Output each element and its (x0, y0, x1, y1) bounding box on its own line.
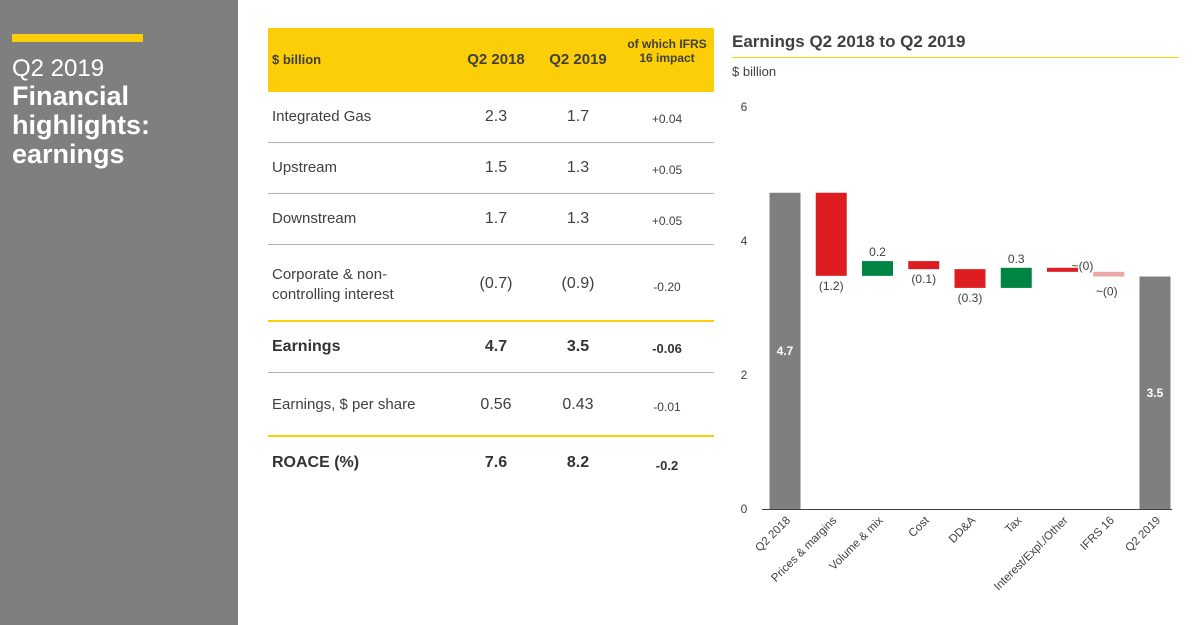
row-label: ROACE (%) (272, 454, 360, 471)
cell-q2-2019: 1.3 (566, 210, 590, 227)
x-tick-label: Q2 2019 (1123, 515, 1163, 555)
bar (1047, 267, 1078, 272)
x-tick-label: Tax (1003, 514, 1024, 535)
data-label: 0.2 (869, 245, 886, 259)
cell-ifrs16: +0.04 (651, 112, 683, 126)
cell-q2-2018: 4.7 (484, 338, 508, 355)
table-row: Earnings, $ per share 0.56 0.43 -0.01 (268, 373, 714, 437)
x-tick-label: DD&A (947, 514, 978, 545)
row-label: Integrated Gas (272, 108, 372, 125)
table-row: Earnings 4.7 3.5 -0.06 (268, 322, 714, 373)
data-label: (0.3) (958, 291, 983, 305)
cell-ifrs16: +0.05 (651, 163, 683, 177)
header-q2-2019: Q2 2019 (549, 51, 607, 68)
header-ifrs16: of which IFRS 16 impact (627, 37, 707, 65)
data-label: 4.7 (777, 344, 794, 358)
cell-q2-2018: 7.6 (484, 454, 508, 471)
row-label: Upstream (272, 159, 338, 176)
sidebar: Q2 2019 Financial highlights: earnings (0, 0, 238, 625)
row-label: Corporate & non-controlling interest (272, 266, 394, 303)
cell-q2-2018: 1.7 (484, 210, 508, 227)
x-tick-label: Cost (907, 514, 933, 540)
cell-q2-2019: 3.5 (566, 338, 590, 355)
header-unit: $ billion (272, 52, 322, 67)
cell-q2-2019: 0.43 (562, 396, 594, 413)
bar (769, 192, 801, 509)
bar (862, 261, 893, 276)
y-tick-label: 6 (741, 100, 748, 114)
cell-q2-2018: (0.7) (479, 275, 513, 292)
table-row: Integrated Gas 2.3 1.7 +0.04 (268, 92, 714, 143)
cell-ifrs16: -0.01 (653, 400, 681, 414)
row-label: Earnings, $ per share (272, 396, 416, 413)
page-title: Financial highlights: earnings (12, 81, 150, 169)
bar (815, 192, 847, 276)
cell-ifrs16: +0.05 (651, 214, 683, 228)
header-q2-2018: Q2 2018 (467, 51, 525, 68)
data-label: ~(0) (1072, 259, 1094, 273)
x-tick-label: IFRS 16 (1079, 515, 1117, 553)
data-label: 3.5 (1147, 386, 1164, 400)
cell-ifrs16: -0.06 (652, 341, 682, 356)
cell-q2-2019: 8.2 (566, 454, 590, 471)
table-row: Corporate & non-controlling interest (0.… (268, 245, 714, 322)
bar (1000, 267, 1032, 288)
earnings-table: $ billion Q2 2018 Q2 2019 of which IFRS … (268, 28, 714, 492)
accent-bar (12, 34, 143, 42)
data-label: (0.1) (911, 272, 936, 286)
data-label: ~(0) (1096, 285, 1118, 299)
cell-q2-2018: 1.5 (484, 159, 508, 176)
row-label: Downstream (272, 210, 357, 227)
table-row: Downstream 1.7 1.3 +0.05 (268, 194, 714, 245)
table-row: Upstream 1.5 1.3 +0.05 (268, 143, 714, 194)
cell-q2-2018: 0.56 (480, 396, 512, 413)
bar (954, 269, 986, 288)
cell-q2-2019: 1.3 (566, 159, 590, 176)
cell-q2-2018: 2.3 (484, 108, 508, 125)
chart-title: Earnings Q2 2018 to Q2 2019 (732, 32, 1179, 58)
data-label: 0.3 (1008, 252, 1025, 266)
data-label: (1.2) (819, 279, 844, 293)
period-label: Q2 2019 (12, 55, 105, 82)
table-header: $ billion Q2 2018 Q2 2019 of which IFRS … (268, 28, 714, 92)
cell-ifrs16: -0.2 (655, 458, 679, 473)
y-tick-label: 4 (741, 234, 748, 248)
chart-header: Earnings Q2 2018 to Q2 2019 $ billion (732, 32, 1179, 79)
bar (1093, 271, 1125, 277)
cell-q2-2019: 1.7 (566, 108, 590, 125)
cell-q2-2019: (0.9) (561, 275, 595, 292)
table-row: ROACE (%) 7.6 8.2 -0.2 (268, 437, 714, 492)
chart-unit-label: $ billion (732, 64, 777, 79)
y-tick-label: 0 (741, 502, 748, 516)
bar (1139, 276, 1171, 509)
cell-ifrs16: -0.20 (653, 280, 681, 294)
bar (908, 261, 940, 270)
row-label: Earnings (272, 338, 341, 355)
y-tick-label: 2 (741, 368, 748, 382)
x-tick-label: Q2 2018 (753, 515, 793, 555)
